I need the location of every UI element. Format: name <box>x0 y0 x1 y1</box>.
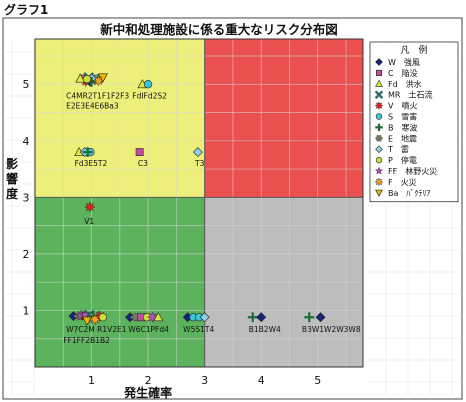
data-point-circle <box>82 75 92 84</box>
data-point-diamond <box>256 312 267 323</box>
legend-entry: FF 林野火災 <box>388 166 437 176</box>
chart-title: 新中和処理施設に係る重大なリスク分布図 <box>100 22 338 37</box>
legend-entry: V 噴火 <box>388 101 417 111</box>
point-annotation: W7C2M R1V2E1 <box>66 325 127 334</box>
data-point-triangle-down <box>82 316 93 326</box>
x-tick-label: 4 <box>258 374 265 387</box>
data-point-diamond <box>192 147 203 158</box>
x-tick-label: 3 <box>201 374 208 387</box>
point-annotation: W5S1T4 <box>183 325 214 334</box>
data-point-circle <box>143 80 153 89</box>
point-annotation: C4MR2T1F1F2F3 <box>66 91 129 100</box>
legend-marker <box>375 134 383 142</box>
risk-zone-2 <box>204 39 363 198</box>
point-annotation: V1 <box>84 217 94 226</box>
legend-marker <box>375 69 383 76</box>
data-point-burst <box>84 201 96 213</box>
x-tick-label: 2 <box>145 374 152 387</box>
data-point-burst <box>89 313 101 326</box>
point-annotation: FdIFd2S2 <box>132 91 167 100</box>
legend-entry: MR 土石流 <box>388 90 432 100</box>
legend-marker <box>375 145 383 154</box>
y-tick-label: 5 <box>23 78 30 91</box>
legend-marker <box>375 113 383 120</box>
data-point-triangle <box>75 73 86 83</box>
legend-marker <box>374 101 384 111</box>
data-point-plus <box>304 312 315 323</box>
legend-marker <box>374 177 384 187</box>
legend-marker <box>374 90 384 99</box>
point-annotation: T3 <box>194 159 205 168</box>
legend-entry: F 火災 <box>388 178 417 187</box>
data-point-circle <box>98 313 107 322</box>
legend-entry: Fd 洪水 <box>388 79 422 89</box>
legend-box <box>369 41 459 203</box>
legend-entry: B 寒波 <box>388 122 418 132</box>
point-annotation: Fd3E5T2 <box>75 159 108 168</box>
legend-entry: T 雷 <box>387 145 409 154</box>
point-annotation: B1B2W4 <box>249 325 281 334</box>
data-point-plus <box>82 147 93 158</box>
data-point-diamond <box>199 312 210 323</box>
legend-marker <box>375 79 383 87</box>
point-annotation: C3 <box>138 159 148 168</box>
x-tick-label: 1 <box>88 374 95 387</box>
data-point-plus <box>247 312 258 323</box>
data-point-diamond <box>315 312 326 323</box>
plot-border <box>34 38 364 368</box>
point-annotation: B3W1W2W3W8 <box>302 325 361 334</box>
legend-entry: P 停電 <box>388 155 417 165</box>
page-label: グラフ1 <box>4 3 49 17</box>
y-axis-label-char: 響 <box>6 171 18 186</box>
y-tick-label: 2 <box>23 248 30 261</box>
legend-entry: W 強風 <box>388 57 420 67</box>
y-tick-label: 1 <box>23 304 30 317</box>
legend-marker <box>374 166 384 175</box>
legend-entry: C 陥没 <box>388 68 418 78</box>
x-tick-label: 5 <box>314 374 321 387</box>
y-axis-label-char: 度 <box>6 186 19 201</box>
legend-marker <box>375 189 383 197</box>
y-tick-label: 4 <box>23 135 30 148</box>
legend-marker <box>375 58 383 66</box>
point-annotation: W6C1PFd4 <box>128 325 169 334</box>
legend-entry: E 地震 <box>388 133 417 143</box>
data-point-square <box>135 148 144 157</box>
legend-entry: Ba ﾊﾞｸﾃﾘｱ <box>388 189 430 198</box>
y-axis-label-char: 影 <box>6 156 18 171</box>
data-point-burst <box>92 75 105 87</box>
point-annotation: FF1FF2B1B2 <box>63 336 110 345</box>
y-tick-label: 3 <box>23 191 30 204</box>
data-point-triangle <box>153 312 164 322</box>
x-axis-label: 発生確率 <box>123 385 172 400</box>
point-annotation: E2E3E4E6Ba3 <box>66 102 119 111</box>
legend-marker <box>375 123 383 132</box>
legend-entry: S 雪害 <box>388 112 417 122</box>
legend-title: 凡 例 <box>400 44 427 56</box>
legend-marker <box>375 156 383 164</box>
